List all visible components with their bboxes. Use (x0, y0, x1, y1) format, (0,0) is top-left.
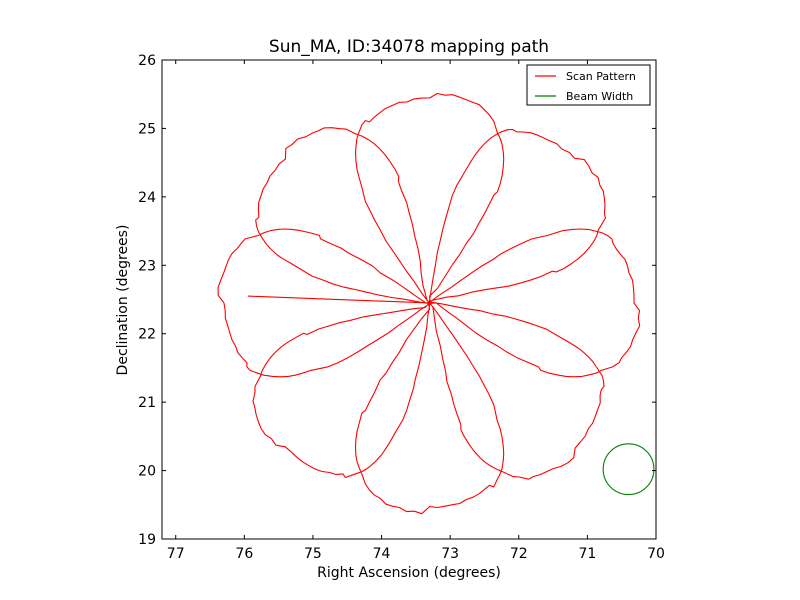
x-tick-label: 70 (647, 546, 665, 562)
x-tick-label: 72 (510, 546, 528, 562)
y-tick-label: 25 (138, 121, 156, 137)
legend: Scan Pattern Beam Width (526, 64, 651, 106)
x-tick-label: 73 (441, 546, 459, 562)
legend-label-scan-pattern: Scan Pattern (566, 70, 636, 83)
plot-frame (161, 59, 657, 540)
x-axis-title: Right Ascension (degrees) (317, 565, 501, 581)
scan-pattern-line (217, 92, 641, 515)
x-tick-label: 71 (578, 546, 596, 562)
legend-label-beam-width: Beam Width (566, 90, 633, 103)
chart-title: Sun_MA, ID:34078 mapping path (269, 37, 549, 57)
data-layer (217, 92, 655, 515)
y-tick-label: 26 (138, 53, 156, 69)
x-tick-label: 74 (373, 546, 391, 562)
beam-width-circle (602, 443, 655, 496)
tick-layer: 77 76 75 74 73 72 71 70 19 20 21 22 23 24 25 26 (138, 53, 665, 562)
x-tick-label: 75 (304, 546, 322, 562)
y-axis-title: Declination (degrees) (115, 225, 131, 376)
y-tick-label: 19 (138, 532, 156, 548)
x-tick-label: 77 (167, 546, 185, 562)
x-tick-label: 76 (235, 546, 253, 562)
y-tick-label: 20 (138, 464, 156, 480)
y-tick-label: 24 (138, 190, 156, 206)
y-tick-label: 22 (138, 327, 156, 343)
legend-box (526, 64, 651, 106)
y-tick-label: 23 (138, 258, 156, 274)
y-tick-label: 21 (138, 395, 156, 411)
